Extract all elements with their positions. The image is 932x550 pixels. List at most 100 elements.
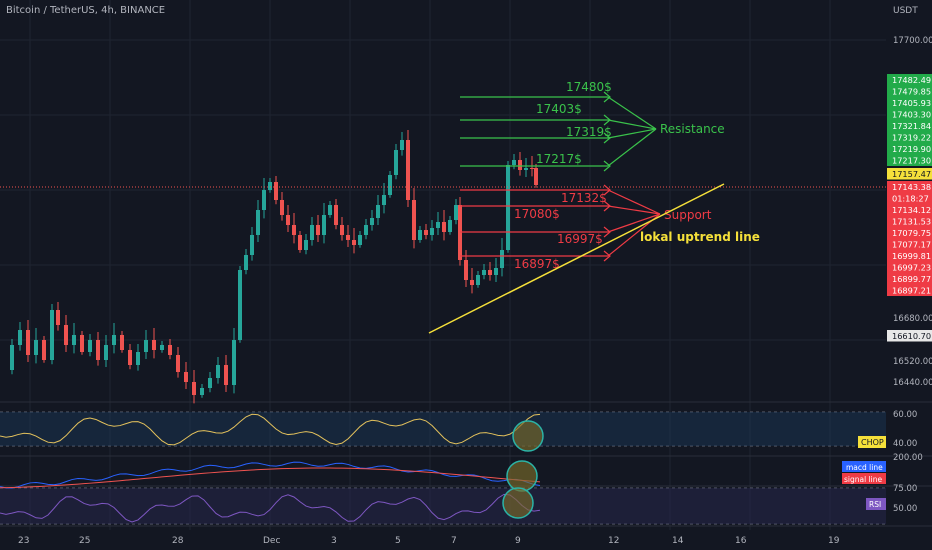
price-tick-label: 17700.00: [893, 36, 932, 46]
support-arrowhead: [603, 184, 611, 196]
chop-tick-label: 60.00: [893, 410, 917, 420]
candle-body: [160, 345, 164, 350]
red-price-tag-bg: [887, 250, 932, 262]
chop-tag-label: CHOP: [861, 438, 884, 447]
red-price-tag-bg: [887, 204, 932, 216]
candle-body: [96, 340, 100, 360]
time-axis: 23 25 28 Dec 3 5 7 9 12 14 16 19: [18, 536, 840, 546]
resistance-level-label: 17217$: [536, 152, 582, 166]
white-price-tag-bg: [887, 330, 932, 342]
candle-body: [412, 200, 416, 240]
green-price-tag-bg: [887, 120, 932, 132]
time-tick-label: 16: [735, 536, 747, 546]
resistance-level-label: 17319$: [566, 125, 612, 139]
green-price-tag: 17319.22: [892, 133, 931, 143]
resistance-pointer: [607, 119, 657, 130]
candle-body: [232, 340, 236, 385]
chop-tick-label: 40.00: [893, 439, 917, 449]
support-label: Support: [664, 208, 712, 222]
support-pointer: [607, 189, 661, 215]
candle-body: [26, 330, 30, 355]
uptrend-line: [428, 183, 725, 334]
signal-tag-label: signal line: [844, 475, 882, 484]
resistance-pointer: [607, 96, 657, 130]
resistance-arrowhead: [603, 160, 611, 172]
red-price-tag: 16899.77: [892, 274, 931, 284]
candle-body: [464, 260, 468, 280]
candle-body: [238, 270, 242, 340]
candle-body: [104, 345, 108, 360]
candle-body: [418, 230, 422, 240]
candle-body: [524, 168, 528, 170]
green-price-tag-bg: [887, 154, 932, 166]
current-price-tag: 17157.47: [892, 169, 931, 179]
candle-body: [268, 182, 272, 190]
price-axis: USDT 17700.00 16680.00 16520.00 16440.00 174…: [842, 6, 932, 514]
price-tick-label: 16680.00: [893, 314, 932, 324]
rsi-tag-bg: [866, 498, 886, 510]
candle-body: [208, 378, 212, 388]
current-price-tag-bg: [887, 168, 932, 180]
currency-label: USDT: [893, 6, 918, 16]
highlight-circle: [512, 420, 544, 452]
time-tick-label: 28: [172, 536, 184, 546]
candle-body: [430, 228, 434, 235]
candle-body: [128, 350, 132, 365]
candle-body: [184, 372, 188, 382]
price-tick-label: 16440.00: [893, 378, 932, 388]
candle-body: [506, 165, 510, 250]
candle-body: [364, 225, 368, 235]
candle-body: [88, 340, 92, 352]
candles: [10, 130, 538, 404]
candle-body: [244, 255, 248, 270]
candle-body: [352, 240, 356, 245]
candle-body: [120, 335, 124, 350]
panel-separators: [0, 401, 932, 527]
support-pointer: [607, 213, 661, 233]
green-price-tag-bg: [887, 131, 932, 143]
resistance-arrowhead: [603, 114, 611, 126]
candle-body: [310, 225, 314, 240]
green-price-tag-bg: [887, 143, 932, 155]
rsi-tag-label: RSI: [869, 500, 881, 509]
support-arrowhead: [603, 250, 611, 262]
candle-body: [18, 330, 22, 345]
candle-body: [200, 388, 204, 395]
annotations: 17480$ 17403$ 17319$ 17217$ Resistance 17132$…: [428, 80, 760, 334]
macd-tick-label: 200.00: [893, 453, 923, 463]
candle-body: [394, 150, 398, 175]
candle-body: [292, 225, 296, 235]
candle-body: [358, 235, 362, 245]
red-price-tag-bg: [887, 215, 932, 227]
candle-body: [262, 190, 266, 210]
green-price-tag: 17217.30: [892, 156, 931, 166]
red-price-tag: 16997.23: [892, 263, 931, 273]
candle-body: [500, 250, 504, 268]
candle-body: [216, 365, 220, 378]
red-price-tag-bg: [887, 238, 932, 250]
green-price-tag-bg: [887, 85, 932, 97]
macd-series-line: [0, 461, 541, 489]
candle-body: [448, 220, 452, 232]
candle-body: [322, 215, 326, 235]
time-tick-label: 14: [672, 536, 684, 546]
red-price-tag: 17134.12: [892, 205, 931, 215]
uptrend-label: lokal uptrend line: [640, 230, 760, 244]
time-tick-label: 3: [331, 536, 337, 546]
highlight-circle: [506, 460, 538, 492]
green-price-tag: 17321.84: [892, 121, 931, 131]
symbol-title: Bitcoin / TetherUS, 4h, BINANCE: [6, 5, 165, 16]
red-price-tag: 17143.38: [892, 182, 931, 192]
red-price-tag: 17079.75: [892, 228, 931, 238]
candle-body: [280, 200, 284, 215]
support-arrowhead: [603, 226, 611, 238]
green-price-tag: 17219.90: [892, 144, 931, 154]
candle-body: [518, 160, 522, 170]
candle-body: [388, 175, 392, 195]
candle-body: [436, 222, 440, 228]
candle-body: [304, 240, 308, 250]
candle-body: [454, 205, 458, 220]
green-price-tag-bg: [887, 97, 932, 109]
